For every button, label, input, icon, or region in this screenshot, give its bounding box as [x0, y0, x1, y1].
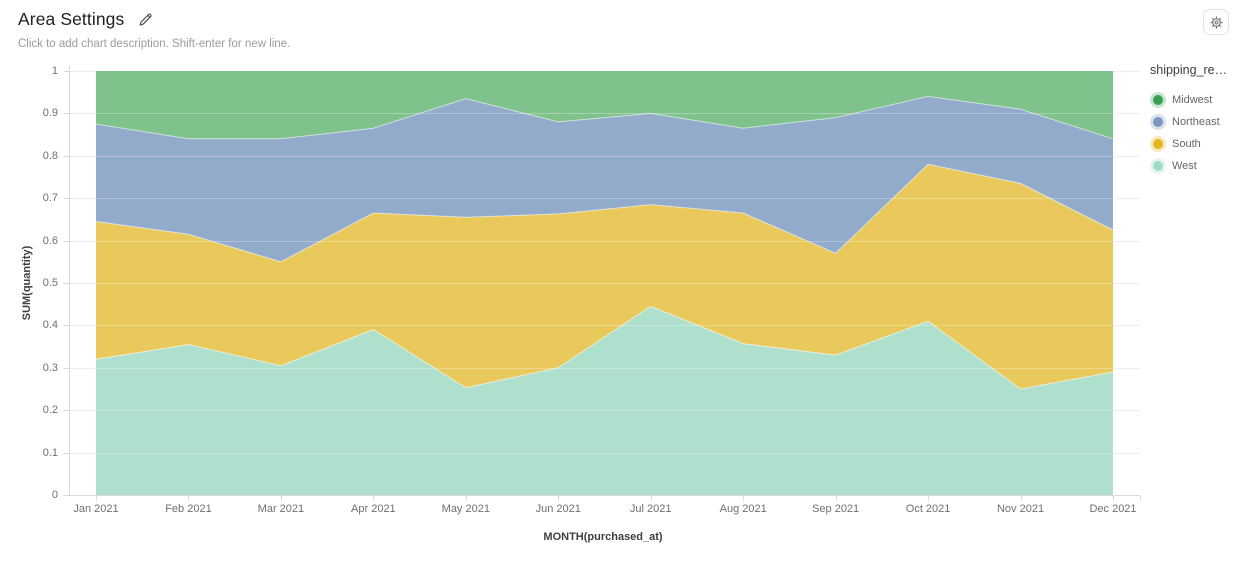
legend-label: Northeast: [1172, 116, 1220, 128]
x-tick-label: May 2021: [441, 503, 490, 515]
y-tick-label: 0.4: [42, 319, 58, 332]
area-series-midwest[interactable]: [96, 71, 1113, 139]
legend-dot-west: [1153, 161, 1163, 171]
legend-label: Midwest: [1172, 94, 1213, 106]
x-tick-label: Apr 2021: [351, 503, 396, 515]
legend-item-midwest[interactable]: Midwest: [1150, 89, 1234, 111]
legend-item-south[interactable]: South: [1150, 133, 1234, 155]
chart-description-placeholder[interactable]: Click to add chart description. Shift-en…: [18, 38, 291, 50]
x-tick-label: Dec 2021: [1089, 503, 1137, 515]
pencil-icon: [137, 11, 154, 28]
legend-dot-northeast: [1153, 117, 1163, 127]
area-series-south[interactable]: [96, 164, 1113, 389]
legend-dot-south: [1153, 139, 1163, 149]
x-tick-label: Jun 2021: [535, 503, 581, 515]
x-tick-label: Sep 2021: [812, 503, 860, 515]
legend-items: Midwest Northeast South West: [1150, 89, 1234, 177]
area-series-northeast[interactable]: [96, 96, 1113, 262]
edit-title-button[interactable]: [137, 11, 154, 28]
legend: shipping_re… Midwest Northeast South West: [1150, 63, 1234, 177]
x-tick-label: Jan 2021: [73, 503, 119, 515]
settings-button[interactable]: [1203, 9, 1229, 35]
x-tick-label: Mar 2021: [257, 503, 305, 515]
legend-item-west[interactable]: West: [1150, 155, 1234, 177]
y-tick-label: 0.3: [42, 361, 58, 374]
series-boundary: [95, 163, 1114, 263]
x-axis-title: MONTH(purchased_at): [543, 531, 663, 543]
y-tick-label: 0.7: [42, 192, 58, 205]
y-tick-label: 1: [51, 65, 58, 77]
gear-icon: [1209, 15, 1224, 30]
y-tick-label: 0.9: [42, 107, 58, 120]
legend-title: shipping_re…: [1150, 63, 1228, 77]
y-tick-label: 0.2: [42, 404, 58, 417]
x-tick-label: Feb 2021: [165, 503, 212, 515]
y-axis-title: SUM(quantity): [21, 245, 33, 321]
x-tick-label: Jul 2021: [629, 503, 672, 515]
header: Area Settings: [18, 9, 154, 30]
y-tick-label: 0: [51, 489, 58, 501]
legend-label: South: [1172, 138, 1201, 150]
y-tick-label: 0.5: [42, 277, 58, 289]
y-tick-label: 0.8: [42, 149, 58, 162]
legend-label: West: [1172, 160, 1197, 172]
x-tick-label: Nov 2021: [996, 503, 1045, 515]
y-tick-label: 0.6: [42, 234, 58, 247]
page-title: Area Settings: [18, 9, 125, 29]
x-tick-label: Aug 2021: [719, 503, 767, 515]
series-boundary: [95, 305, 1114, 390]
x-tick-label: Oct 2021: [905, 503, 951, 515]
legend-item-northeast[interactable]: Northeast: [1150, 111, 1234, 133]
legend-dot-midwest: [1153, 95, 1163, 105]
y-tick-label: 0.1: [42, 446, 58, 459]
area-series-west[interactable]: [96, 306, 1113, 495]
series-boundary: [95, 95, 1114, 140]
